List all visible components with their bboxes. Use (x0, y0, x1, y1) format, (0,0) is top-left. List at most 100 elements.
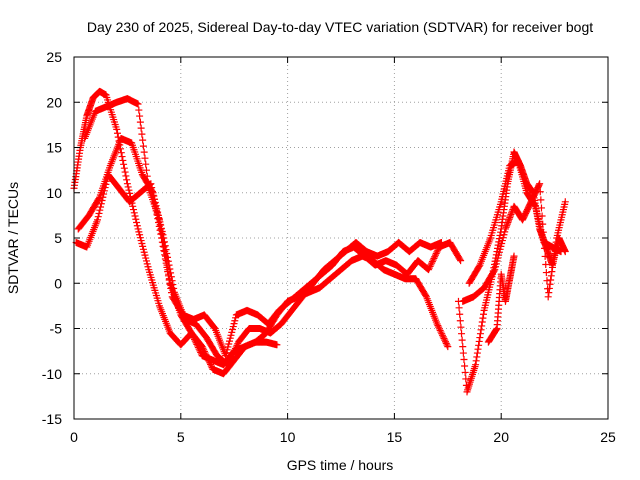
data-point (135, 106, 143, 114)
data-point (137, 124, 145, 132)
data-point (132, 215, 140, 223)
data-point (134, 100, 142, 108)
y-tick-label: 25 (46, 49, 62, 65)
data-point (458, 336, 466, 344)
ticks-layer: 0 5 10 15 20 25 -15 -10 -5 0 5 10 15 20 25 (42, 49, 616, 445)
data-point (117, 149, 125, 157)
x-tick-label: 10 (280, 429, 296, 445)
data-point (113, 125, 121, 133)
data-point (97, 200, 105, 208)
data-point (152, 207, 160, 215)
data-point (550, 255, 558, 263)
data-point (161, 251, 169, 259)
data-point (148, 184, 156, 192)
data-point (441, 336, 449, 344)
data-point (101, 184, 109, 192)
data-point (158, 238, 166, 246)
data-point (136, 112, 144, 120)
data-point (154, 211, 162, 219)
data-point (139, 136, 147, 144)
y-tick-label: 5 (54, 230, 62, 246)
data-point (475, 262, 483, 270)
data-point (549, 259, 557, 267)
data-point (121, 168, 129, 176)
data-point (541, 244, 549, 252)
data-point (167, 284, 175, 292)
data-point (133, 218, 141, 226)
data-point (139, 142, 147, 150)
data-point (431, 253, 439, 261)
data-point (435, 323, 443, 331)
data-point (506, 214, 514, 222)
data-point (473, 353, 481, 361)
data-point (439, 333, 447, 341)
data-point (191, 335, 199, 343)
data-point (502, 223, 510, 231)
data-point (136, 118, 144, 126)
data-point (547, 272, 555, 280)
data-point (207, 362, 215, 370)
data-point (552, 238, 560, 246)
data-point (462, 375, 470, 383)
data-point (456, 310, 464, 318)
data-point (197, 348, 205, 356)
data-point (473, 349, 481, 357)
data-point (458, 330, 466, 338)
data-point (545, 284, 553, 292)
data-point (159, 242, 167, 250)
data-point (536, 188, 544, 196)
data-point (548, 268, 556, 276)
data-point (188, 331, 196, 339)
data-point (539, 228, 547, 236)
y-tick-label: 20 (46, 94, 62, 110)
data-point (97, 203, 105, 211)
data-point (151, 199, 159, 207)
data-point (548, 263, 556, 271)
data-point (119, 156, 127, 164)
data-point (544, 293, 552, 301)
data-point (190, 334, 198, 342)
data-point (163, 263, 171, 271)
data-point (552, 242, 560, 250)
y-tick-label: 15 (46, 140, 62, 156)
series-track-a (70, 87, 281, 378)
data-point (442, 338, 450, 346)
data-point (542, 269, 550, 277)
data-point (160, 247, 168, 255)
x-tick-label: 25 (600, 429, 616, 445)
data-point (148, 187, 156, 195)
data-point (545, 289, 553, 297)
data-point (153, 211, 161, 219)
series-track-h (484, 252, 518, 346)
data-point (437, 328, 445, 336)
data-point (504, 218, 512, 226)
data-point (478, 322, 486, 330)
data-point (426, 262, 434, 270)
data-point (434, 246, 442, 254)
data-point (150, 195, 158, 203)
data-point (100, 187, 108, 195)
data-point (155, 218, 163, 226)
data-point (561, 198, 569, 206)
data-point (505, 217, 513, 225)
data-point (541, 252, 549, 260)
data-point (442, 339, 450, 347)
data-point (129, 202, 137, 210)
data-point (475, 337, 483, 345)
data-point (480, 310, 488, 318)
data-point (538, 212, 546, 220)
data-point (460, 356, 468, 364)
data-point (227, 354, 235, 362)
data-point (433, 320, 441, 328)
data-point (165, 276, 173, 284)
data-point (228, 351, 236, 359)
data-point (422, 292, 430, 300)
data-point (167, 289, 175, 297)
data-point (164, 268, 172, 276)
data-point (123, 180, 131, 188)
data-point (478, 318, 486, 326)
data-point (461, 368, 469, 376)
data-point (158, 234, 166, 242)
data-point (459, 343, 467, 351)
data-point (434, 322, 442, 330)
